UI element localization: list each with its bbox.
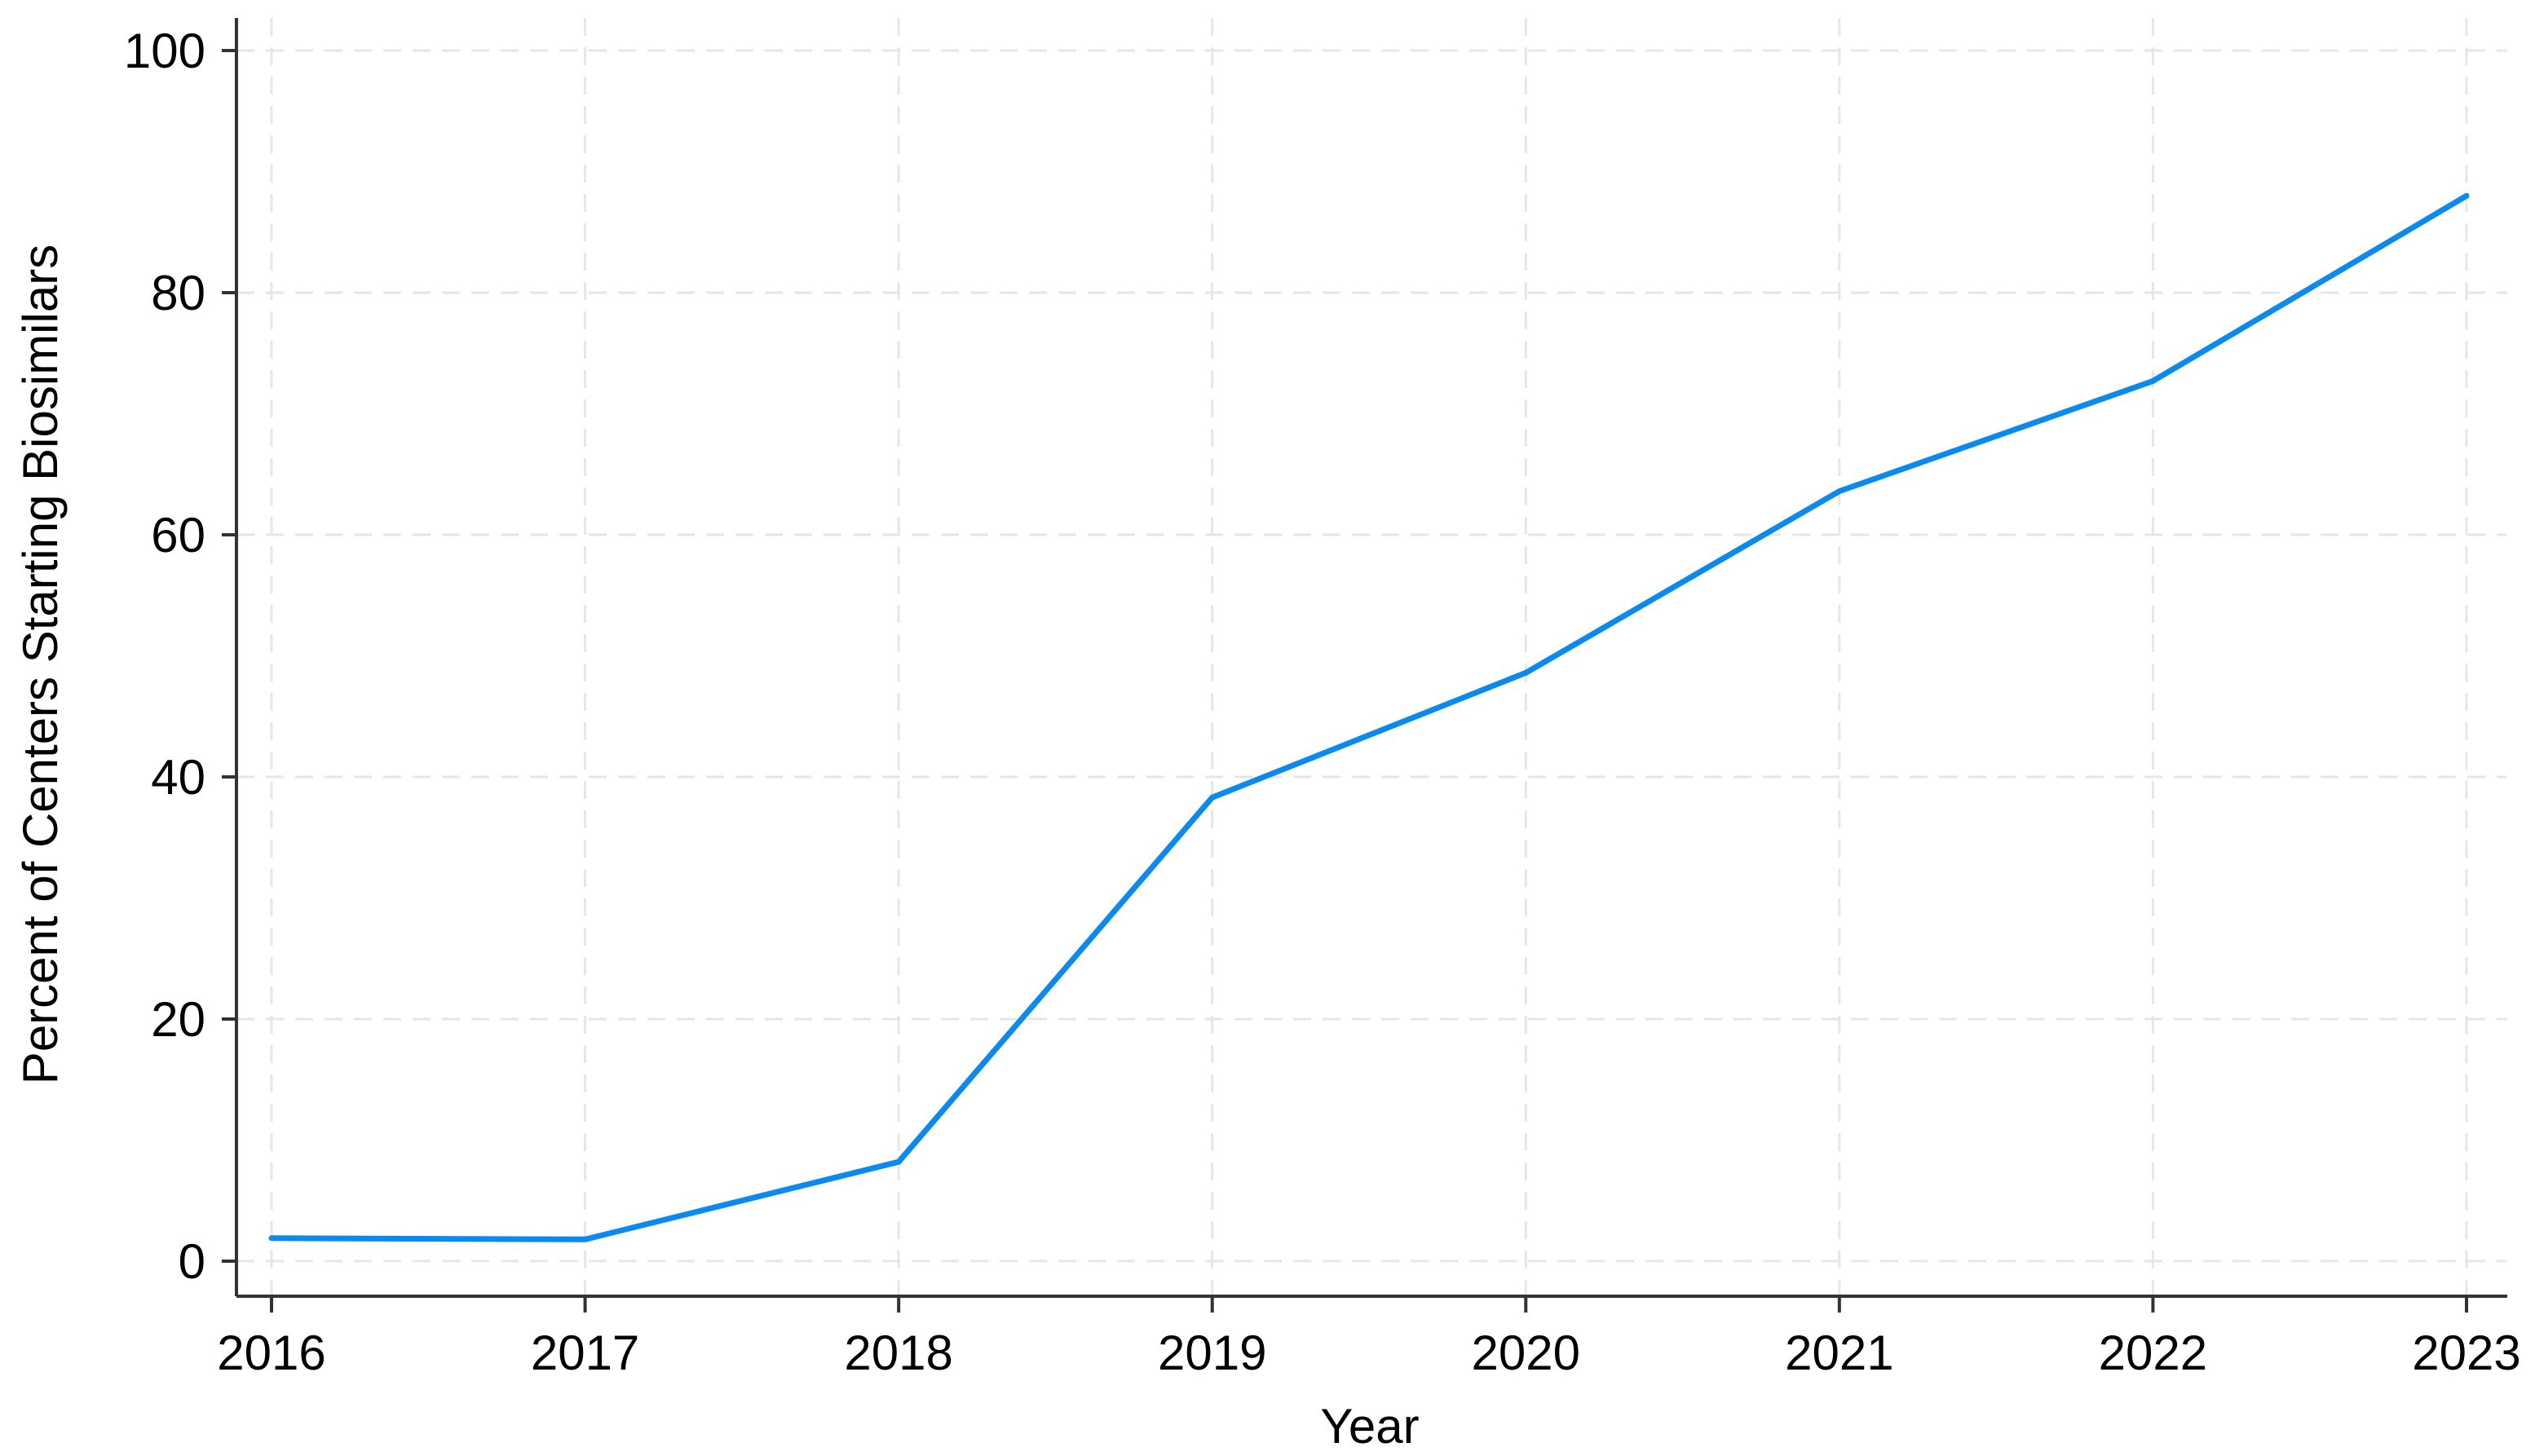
y-axis-title: Percent of Centers Starting Biosimilars	[13, 245, 68, 1084]
x-tick-label: 2022	[2099, 1326, 2207, 1380]
series-line	[268, 192, 2470, 1242]
y-tick-label: 20	[151, 992, 205, 1047]
y-tick-label: 0	[179, 1234, 205, 1289]
x-tick-label: 2023	[2412, 1326, 2520, 1380]
y-tick-label: 60	[151, 508, 205, 563]
grid-lines	[236, 18, 2507, 1296]
x-tick-label: 2019	[1158, 1326, 1266, 1380]
x-axis-title: Year	[1320, 1399, 1419, 1454]
series-layer	[268, 192, 2470, 1242]
y-tick-label: 80	[151, 266, 205, 320]
x-tick-label: 2018	[844, 1326, 952, 1380]
x-tick-label: 2021	[1785, 1326, 1893, 1380]
y-ticks: 0 20 40 60 80 100	[124, 24, 236, 1289]
x-tick-label: 2020	[1472, 1326, 1580, 1380]
x-tick-label: 2017	[531, 1326, 639, 1380]
y-tick-label: 40	[151, 750, 205, 805]
x-ticks: 2016 2017 2018 2019 2020 2021 2022 2023	[217, 1296, 2521, 1380]
x-tick-label: 2016	[217, 1326, 325, 1380]
y-tick-label: 100	[124, 24, 205, 78]
